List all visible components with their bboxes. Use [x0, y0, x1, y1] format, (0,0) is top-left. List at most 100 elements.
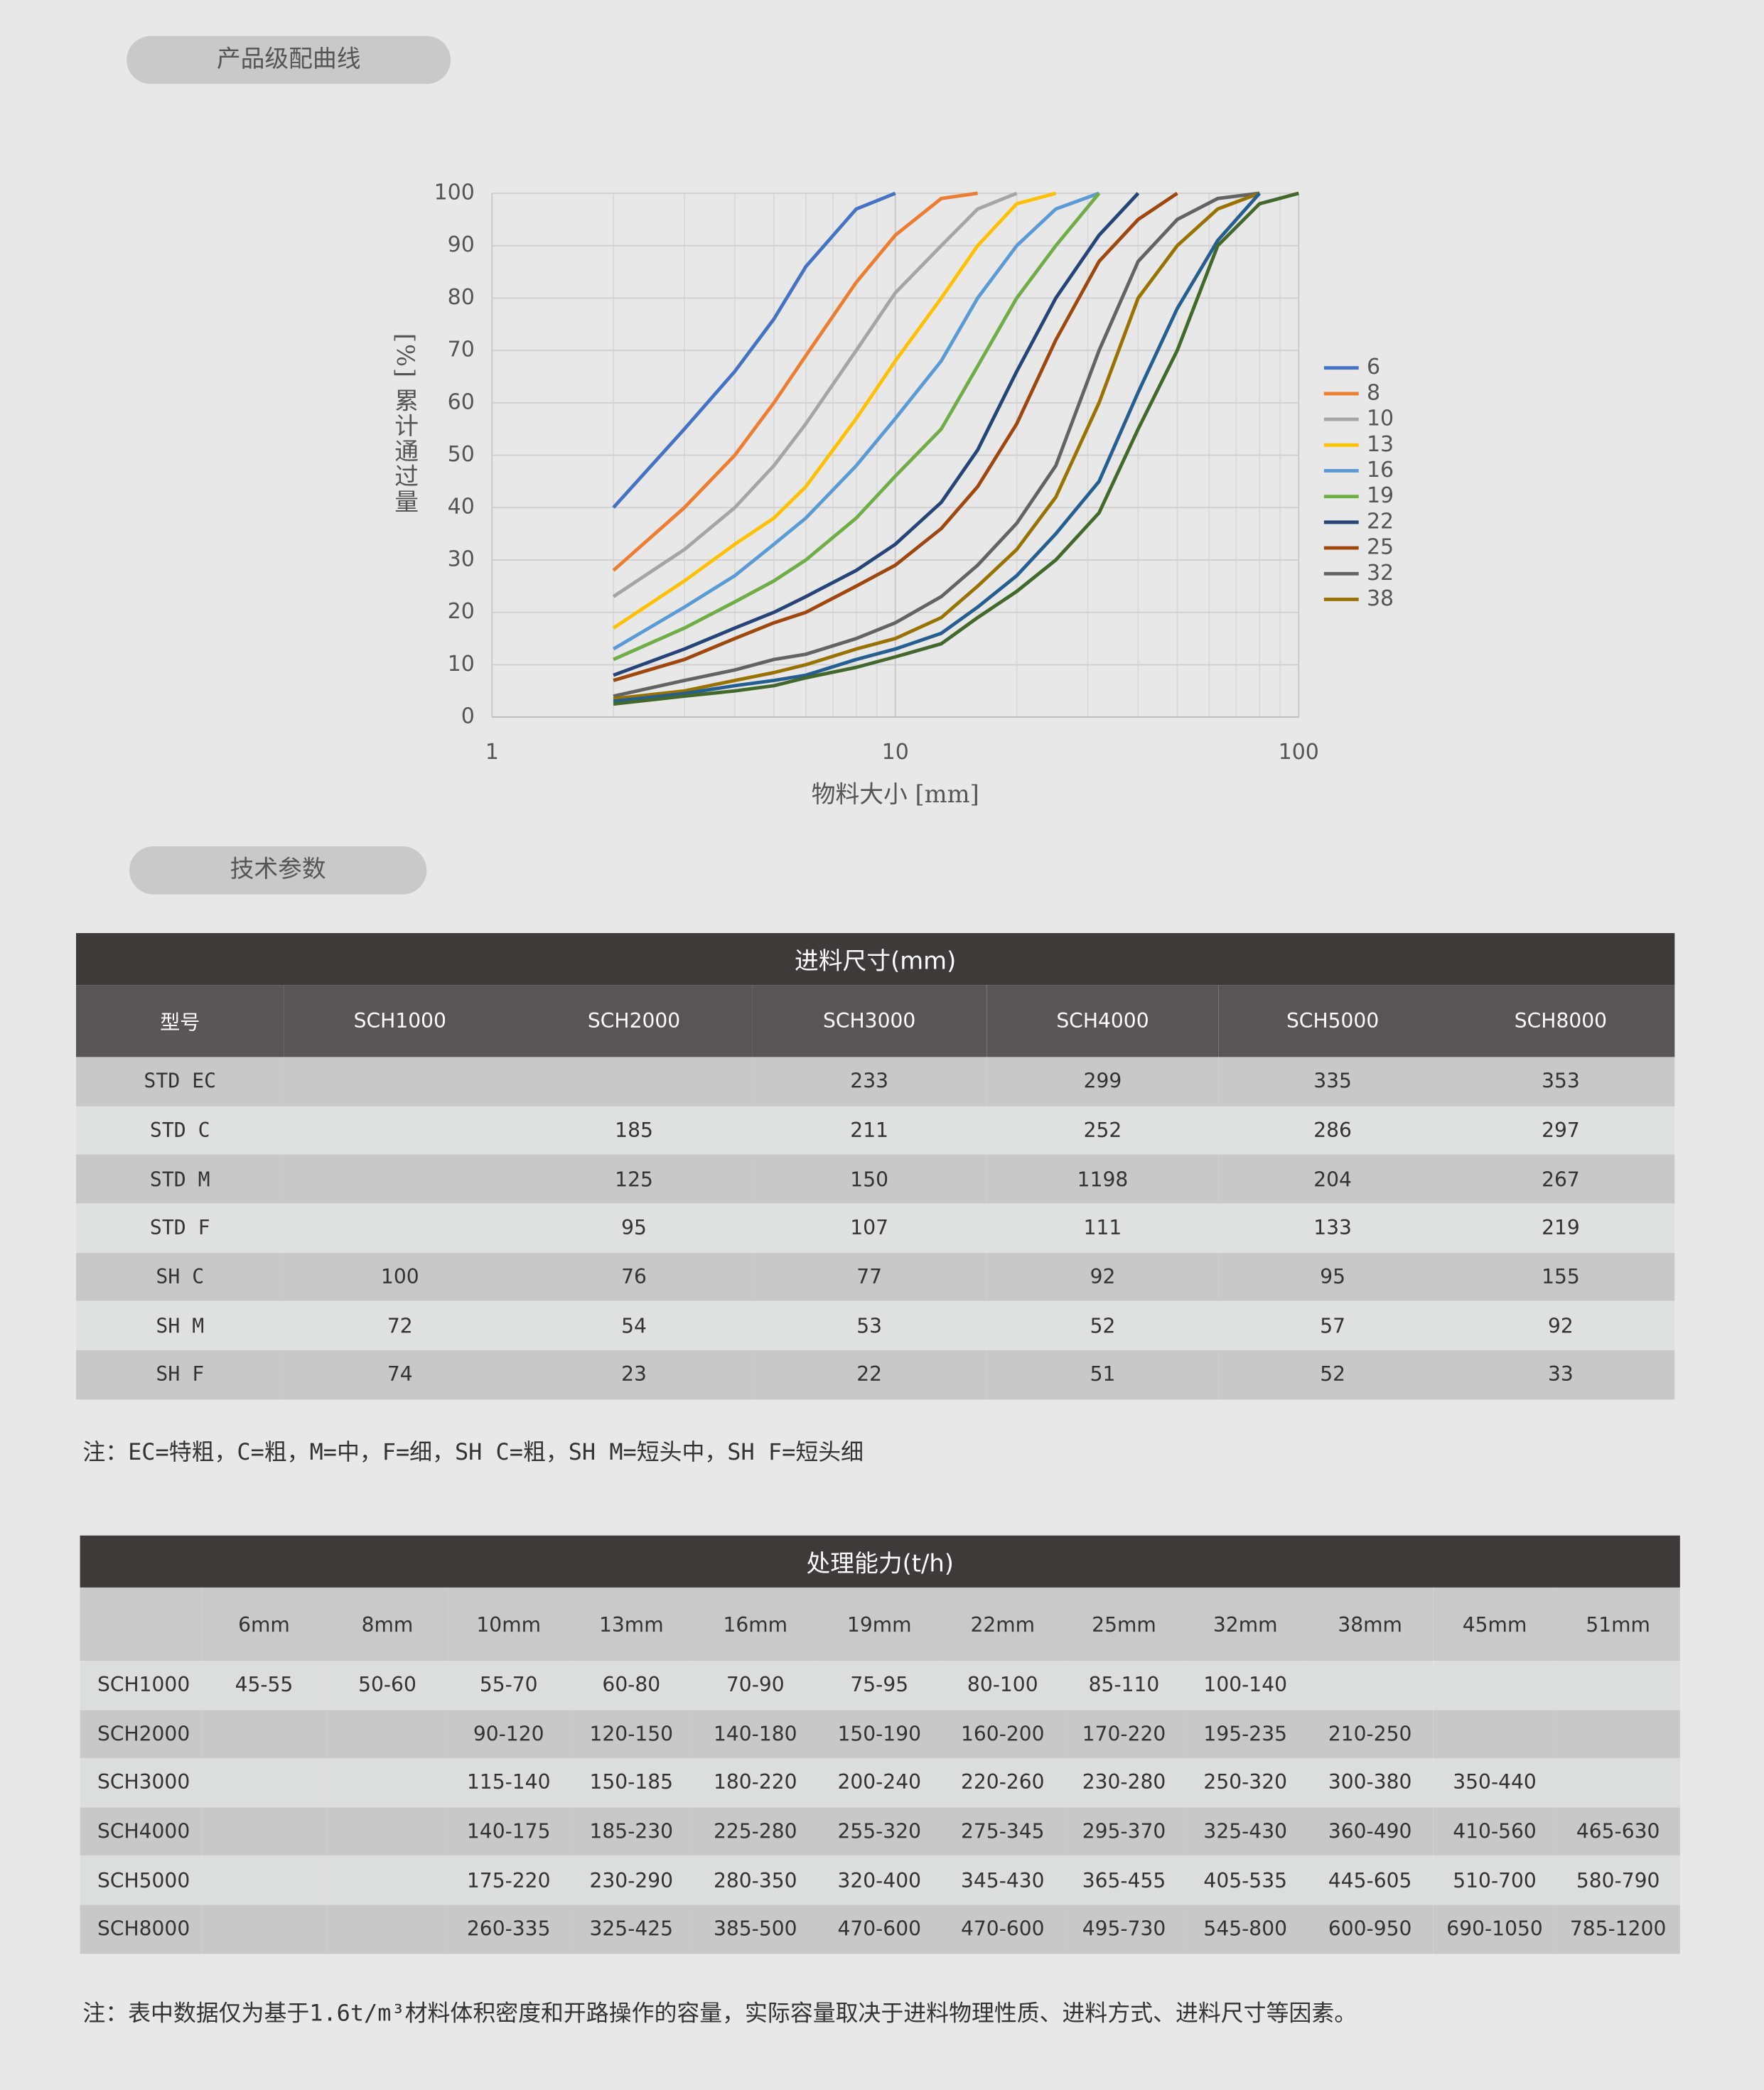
table-cell [327, 1856, 448, 1905]
table-cell [1434, 1661, 1556, 1710]
table-cell: 385-500 [713, 1917, 797, 1941]
note: 注：EC=特粗，C=粗，M=中，F=细，SH C=粗，SH M=短头中，SH F… [82, 1439, 864, 1467]
data-row: SCH8000 260-335 325-425 385-500 470-600 470-6… [80, 1905, 1680, 1954]
legend-label: 6 [1367, 355, 1380, 379]
table-title: 处理能力(t/h) [80, 1535, 1680, 1588]
table-cell: SCH8000 [97, 1917, 190, 1941]
table-cell: 230-280 [1082, 1770, 1166, 1795]
table-cell: SH M [156, 1313, 205, 1338]
header-cell: SCH5000 [1286, 1008, 1380, 1033]
section-label: 产品级配曲线 [127, 36, 451, 85]
table-cell: 155 [1542, 1265, 1580, 1289]
table-cell: 255-320 [837, 1819, 922, 1844]
table-cell: 160-200 [960, 1722, 1045, 1746]
legend-label: 8 [1367, 380, 1380, 405]
table-cell [516, 1057, 752, 1106]
series-line [613, 192, 1140, 677]
table-cell: 600-950 [1328, 1917, 1412, 1941]
table-cell: 210-250 [1328, 1722, 1412, 1746]
table-cell: 50-60 [358, 1673, 416, 1698]
table-cell: SCH5000 [97, 1868, 190, 1892]
data-row: STD F 95 107 111 133 219 [75, 1203, 1675, 1253]
section-label: 技术参数 [129, 846, 427, 895]
table-cell: 100-140 [1203, 1673, 1288, 1698]
table-cell: 1198 [1077, 1167, 1129, 1192]
table-cell: 92 [1548, 1313, 1574, 1338]
header-cell: 51mm [1586, 1612, 1650, 1637]
y-tick-label: 30 [448, 546, 475, 571]
table-cell: 195-235 [1203, 1722, 1288, 1746]
series-line [613, 192, 1262, 704]
header-cell: 32mm [1212, 1612, 1278, 1637]
table-cell: 299 [1083, 1069, 1122, 1094]
table-cell [201, 1710, 326, 1759]
table-cell: 22 [856, 1362, 883, 1387]
series-line [612, 191, 1057, 630]
table-cell: 120-150 [589, 1722, 674, 1746]
legend-label: 25 [1367, 535, 1394, 560]
table-cell: 495-730 [1082, 1917, 1166, 1941]
table-cell: 225-280 [713, 1819, 797, 1844]
y-axis-label: [%] 累计通过量 [390, 333, 419, 515]
table-cell: 54 [621, 1313, 647, 1338]
table-cell: 76 [621, 1265, 647, 1289]
header-cell [80, 1588, 202, 1661]
feed-table: 进料尺寸(mm) 型号 SCH1000 SCH2000 SCH3000 SCH4000 SC… [75, 932, 1675, 1400]
x-tick-label: 1 [485, 740, 499, 765]
table-cell: 74 [387, 1362, 413, 1387]
series-line [613, 192, 1101, 662]
table-cell: 185-230 [589, 1819, 674, 1844]
header-cell: 22mm [970, 1612, 1036, 1637]
title-row: 处理能力(t/h) [80, 1535, 1680, 1588]
capacity-table: 处理能力(t/h) 6mm 8mm 10mm 13mm 16mm 19mm 22mm 25mm 3… [80, 1535, 1680, 1954]
header-cell: 型号 [160, 1009, 200, 1034]
table-cell: 280-350 [713, 1868, 797, 1892]
table-cell: 52 [1320, 1362, 1346, 1387]
table-title: 进料尺寸(mm) [75, 932, 1675, 986]
table-cell: 325-425 [589, 1917, 674, 1941]
table-cell: 85-110 [1088, 1673, 1160, 1698]
table-cell: 100 [380, 1265, 419, 1289]
note: 注：表中数据仅为基于1.6t/m³材料体积密度和开路操作的容量，实际容量取决于进… [82, 2000, 1357, 2027]
table-cell: 545-800 [1203, 1917, 1288, 1941]
header-cell: 19mm [846, 1612, 912, 1637]
table-cell: 350-440 [1453, 1770, 1537, 1795]
table-cell [1307, 1661, 1434, 1710]
table-cell: 580-790 [1576, 1868, 1660, 1892]
table-cell: SCH4000 [97, 1819, 190, 1844]
header-cell: 8mm [361, 1612, 414, 1637]
header-cell: SCH8000 [1514, 1008, 1608, 1033]
table-cell [327, 1807, 448, 1856]
table-cell: 445-605 [1328, 1868, 1412, 1892]
header-cell: 13mm [598, 1612, 664, 1637]
table-cell: 180-220 [713, 1770, 797, 1795]
table-cell: SH F [156, 1362, 205, 1387]
table-cell: 80-100 [967, 1673, 1038, 1698]
table-cell: STD M [149, 1167, 210, 1192]
table-cell: 785-1200 [1569, 1917, 1667, 1941]
table-cell: STD C [149, 1118, 210, 1143]
table-cell: 140-180 [713, 1722, 797, 1746]
header-row: 型号 SCH1000 SCH2000 SCH3000 SCH4000 SCH5000 SCH… [75, 985, 1675, 1057]
table-cell: 690-1050 [1446, 1917, 1543, 1941]
table-cell: 252 [1083, 1118, 1122, 1143]
table-cell: 170-220 [1082, 1722, 1166, 1746]
table-cell: 52 [1090, 1313, 1116, 1338]
table-cell: 23 [621, 1362, 647, 1387]
table-cell: 55-70 [479, 1673, 538, 1698]
table-cell [201, 1807, 326, 1856]
y-tick-label: 20 [448, 599, 475, 624]
header-row: 6mm 8mm 10mm 13mm 16mm 19mm 22mm 25mm 32mm 38mm 45… [80, 1587, 1680, 1661]
series-line [612, 191, 978, 572]
header-cell: SCH4000 [1056, 1008, 1149, 1033]
header-cell: 16mm [723, 1612, 788, 1637]
data-row: SCH3000 115-140 150-185 180-220 200-240 220-2… [80, 1758, 1680, 1807]
header-cell: SCH2000 [587, 1008, 681, 1033]
series-line [613, 191, 1178, 682]
table-cell: STD EC [144, 1069, 217, 1094]
table-cell: 470-600 [837, 1917, 922, 1941]
data-row: SCH5000 175-220 230-290 280-350 320-400 345-4… [80, 1855, 1680, 1905]
